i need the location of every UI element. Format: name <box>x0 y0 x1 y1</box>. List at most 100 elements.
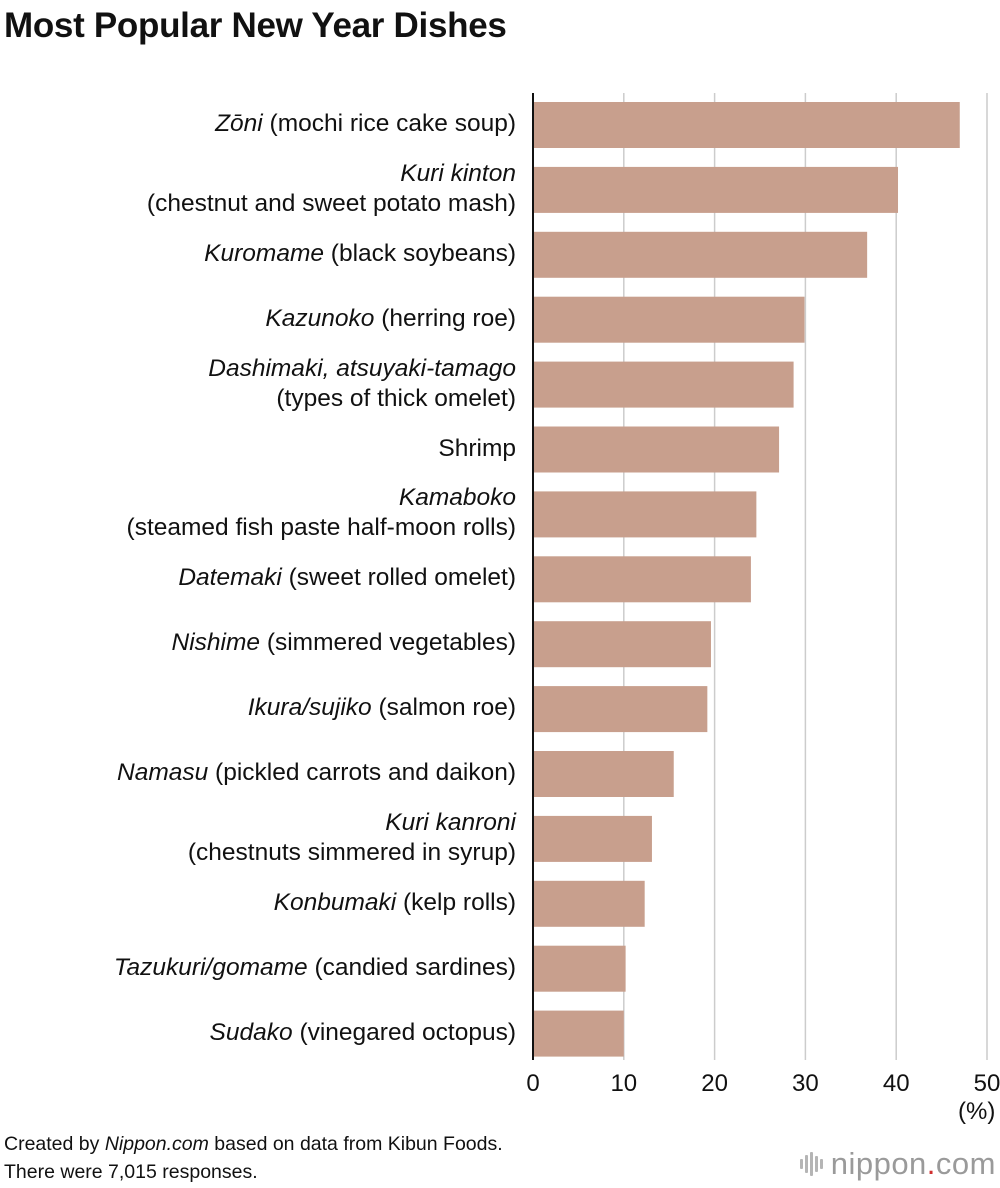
category-label-line: Kazunoko (herring roe) <box>0 304 516 334</box>
x-tick-label: 40 <box>883 1070 910 1097</box>
source-note: Created by Nippon.com based on data from… <box>4 1130 503 1186</box>
dish-name: Sudako <box>209 1018 293 1046</box>
category-label: Kuromame (black soybeans) <box>0 239 516 269</box>
category-label-line: Tazukuri/gomame (candied sardines) <box>0 953 516 983</box>
bar <box>533 166 899 213</box>
x-tick-labels: 0 10 20 30 40 50 <box>526 1070 1000 1097</box>
dish-name: Kazunoko <box>265 304 375 332</box>
dish-description: (simmered vegetables) <box>260 629 516 657</box>
category-label-line: Kamaboko <box>0 483 516 513</box>
dish-description: (black soybeans) <box>323 239 516 267</box>
nippon-logo: nippon.com <box>799 1146 996 1182</box>
category-label-line: Ikura/sujiko (salmon roe) <box>0 693 516 723</box>
dish-description: (vinegared octopus) <box>292 1018 516 1046</box>
dish-name: Namasu <box>117 759 209 786</box>
dish-description: (herring roe) <box>374 304 516 332</box>
x-tick-label: 20 <box>701 1070 728 1097</box>
source-line: Created by Nippon.com based on data from… <box>4 1130 503 1158</box>
source-brand: Nippon.com <box>104 1133 209 1155</box>
responses-note: There were 7,015 responses. <box>4 1161 258 1183</box>
dish-name: Kuromame <box>204 239 324 267</box>
logo-dot: . <box>926 1146 936 1181</box>
dish-name: Kuri kinton <box>400 159 516 187</box>
dish-name: Konbumaki <box>273 888 397 916</box>
bar <box>533 361 794 408</box>
bar <box>533 815 652 862</box>
x-tick-label: 0 <box>526 1070 539 1097</box>
dish-name: Zōni <box>215 110 263 137</box>
x-tick-label: 10 <box>610 1070 637 1097</box>
dish-description: (chestnut and sweet potato mash) <box>146 189 516 217</box>
bar <box>533 686 708 733</box>
category-label-line: Dashimaki, atsuyaki-tamago <box>0 354 516 384</box>
category-label: Kuri kinton (chestnut and sweet potato ma… <box>0 159 516 219</box>
bar <box>533 426 780 473</box>
dish-description: Shrimp <box>438 434 516 462</box>
bar-chart: 0 10 20 30 40 50 <box>526 93 1000 1097</box>
category-label-line: Zōni (mochi rice cake soup) <box>0 109 516 139</box>
bars <box>533 102 960 1057</box>
category-label-line: Kuri kinton <box>0 159 516 189</box>
logo-tld: com <box>935 1146 996 1181</box>
logo-wordmark: nippon.com <box>831 1146 996 1182</box>
category-label-line: Shrimp <box>0 434 516 464</box>
dish-description: (kelp rolls) <box>396 888 516 916</box>
x-tick-label: 50 <box>974 1070 1000 1097</box>
bar <box>533 556 751 603</box>
category-label-line: Sudako (vinegared octopus) <box>0 1018 516 1048</box>
soundwave-icon <box>799 1152 823 1176</box>
dish-description: (sweet rolled omelet) <box>281 564 516 592</box>
category-label: Shrimp <box>0 434 516 464</box>
dish-description: (candied sardines) <box>307 953 516 981</box>
category-label-line: Kuromame (black soybeans) <box>0 239 516 269</box>
category-label-line: (chestnut and sweet potato mash) <box>0 189 516 219</box>
category-label: Kuri kanroni (chestnuts simmered in syrup… <box>0 808 516 868</box>
x-tick-label: 30 <box>792 1070 819 1097</box>
category-label-line: Nishime (simmered vegetables) <box>0 628 516 658</box>
category-label-line: (steamed fish paste half-moon rolls) <box>0 513 516 543</box>
category-label: Konbumaki (kelp rolls) <box>0 888 516 918</box>
dish-description: (salmon roe) <box>371 694 516 722</box>
category-label: Zōni (mochi rice cake soup) <box>0 109 516 139</box>
dish-name: Ikura/sujiko <box>247 694 372 722</box>
category-label: Dashimaki, atsuyaki-tamago (types of thic… <box>0 354 516 414</box>
dish-name: Nishime <box>171 629 261 657</box>
category-label-line: Datemaki (sweet rolled omelet) <box>0 563 516 593</box>
bar <box>533 491 757 538</box>
dish-name: Dashimaki, atsuyaki-tamago <box>208 354 516 382</box>
bar <box>533 296 805 343</box>
category-label-line: (chestnuts simmered in syrup) <box>0 838 516 868</box>
category-label-line: (types of thick omelet) <box>0 384 516 414</box>
dish-description: (types of thick omelet) <box>276 384 516 412</box>
dish-name: Kamaboko <box>398 484 516 512</box>
dish-name: Tazukuri/gomame <box>113 953 308 981</box>
category-label: Kamaboko (steamed fish paste half-moon ro… <box>0 483 516 543</box>
bar <box>533 945 626 992</box>
bar <box>533 880 645 927</box>
x-axis-unit-label: (%) <box>958 1098 996 1125</box>
category-label: Ikura/sujiko (salmon roe) <box>0 693 516 723</box>
category-label-line: Namasu (pickled carrots and daikon) <box>0 758 516 788</box>
chart-title: Most Popular New Year Dishes <box>4 6 507 45</box>
bar <box>533 102 960 148</box>
source-prefix: Created by <box>4 1133 105 1155</box>
category-label: Kazunoko (herring roe) <box>0 304 516 334</box>
category-label: Namasu (pickled carrots and daikon) <box>0 758 516 788</box>
dish-description: (pickled carrots and daikon) <box>208 759 516 786</box>
category-label-line: Konbumaki (kelp rolls) <box>0 888 516 918</box>
bar <box>533 1010 624 1057</box>
category-label: Nishime (simmered vegetables) <box>0 628 516 658</box>
dish-description: (steamed fish paste half-moon rolls) <box>126 514 516 542</box>
category-label: Sudako (vinegared octopus) <box>0 1018 516 1048</box>
dish-description: (mochi rice cake soup) <box>262 110 516 137</box>
category-label-line: Kuri kanroni <box>0 808 516 838</box>
category-label: Datemaki (sweet rolled omelet) <box>0 563 516 593</box>
dish-description: (chestnuts simmered in syrup) <box>187 838 516 866</box>
logo-name: nippon <box>830 1146 927 1181</box>
bar <box>533 621 711 668</box>
dish-name: Kuri kanroni <box>385 808 516 836</box>
bar <box>533 751 674 797</box>
dish-name: Datemaki <box>178 564 282 592</box>
source-suffix: based on data from Kibun Foods. <box>208 1133 503 1155</box>
category-label: Tazukuri/gomame (candied sardines) <box>0 953 516 983</box>
